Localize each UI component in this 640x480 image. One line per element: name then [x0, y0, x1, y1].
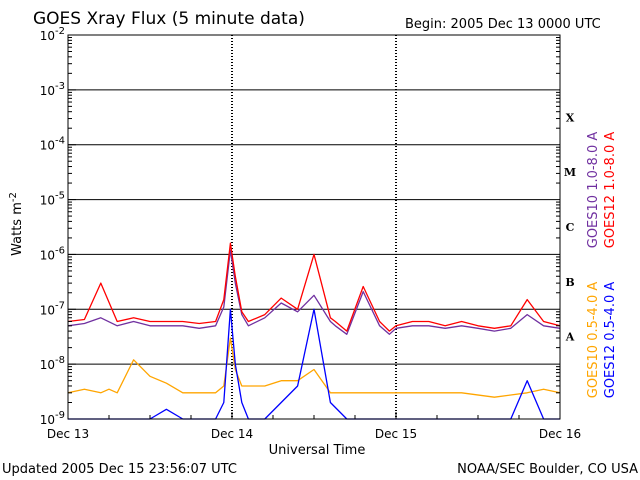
y-tick-label: 10-9	[40, 410, 65, 427]
legend: GOES10 1.0-8.0 A GOES12 1.0-8.0 A GOES10 0…	[586, 132, 618, 399]
plot-border	[67, 34, 561, 420]
y-tick-exponent: -8	[55, 355, 65, 366]
legend-entry: GOES10 1.0-8.0 A	[586, 132, 601, 249]
y-tick-base: 10	[40, 303, 55, 317]
y-tick-exponent: -9	[55, 410, 65, 421]
updated-timestamp: Updated 2005 Dec 15 23:56:07 UTC	[2, 462, 237, 477]
y-tick-base: 10	[40, 358, 55, 372]
grid	[68, 35, 560, 419]
y-axis: 10-210-310-410-510-610-710-810-9	[40, 26, 560, 427]
y-tick-base: 10	[40, 139, 55, 153]
flare-class-labels: X M C B A	[564, 111, 576, 343]
y-axis-label: Watts m-2	[8, 192, 25, 256]
y-tick-exponent: -6	[55, 245, 65, 256]
x-tick-label: Dec 15	[375, 427, 417, 441]
y-tick-exponent: -7	[55, 300, 65, 311]
x-tick-label: Dec 16	[539, 427, 581, 441]
flare-class-label: A	[565, 331, 575, 344]
x-tick-label: Dec 13	[47, 427, 89, 441]
legend-entry: GOES12 0.5-4.0 A	[603, 282, 618, 399]
y-tick-base: 10	[40, 84, 55, 98]
legend-entry: GOES10 0.5-4.0 A	[586, 282, 601, 399]
flare-class-label: C	[566, 221, 575, 234]
x-axis-label: Universal Time	[269, 443, 366, 458]
y-tick-exponent: -2	[55, 26, 65, 37]
y-tick-base: 10	[40, 248, 55, 262]
y-tick-base: 10	[40, 413, 55, 427]
y-tick-label: 10-4	[40, 136, 65, 153]
series-line	[67, 242, 561, 332]
y-tick-base: 10	[40, 29, 55, 43]
series-line	[67, 337, 561, 398]
series-line	[67, 249, 561, 335]
flare-class-label: X	[566, 111, 575, 124]
chart-title: GOES Xray Flux (5 minute data)	[33, 9, 305, 29]
x-axis: Dec 13 Dec 14 Dec 15 Dec 16	[47, 412, 581, 441]
y-tick-base: 10	[40, 194, 55, 208]
y-tick-exponent: -5	[55, 191, 65, 202]
y-tick-label: 10-6	[40, 245, 65, 262]
y-tick-exponent: -4	[55, 136, 65, 147]
data-series	[67, 242, 561, 420]
credit-text: NOAA/SEC Boulder, CO USA	[457, 462, 638, 477]
y-tick-label: 10-8	[40, 355, 65, 372]
y-tick-label: 10-7	[40, 300, 65, 317]
y-tick-label: 10-2	[40, 26, 65, 43]
legend-entry: GOES12 1.0-8.0 A	[603, 132, 618, 249]
plot-frame	[67, 34, 561, 420]
x-tick-label: Dec 14	[211, 427, 253, 441]
begin-time: Begin: 2005 Dec 13 0000 UTC	[405, 17, 601, 32]
y-axis-label-sup: -2	[8, 192, 19, 202]
y-tick-exponent: -3	[55, 81, 65, 92]
flare-class-label: B	[565, 276, 574, 289]
y-tick-label: 10-3	[40, 81, 65, 98]
flare-class-label: M	[564, 166, 576, 179]
y-axis-label-text: Watts m	[10, 202, 25, 256]
y-tick-label: 10-5	[40, 191, 65, 208]
